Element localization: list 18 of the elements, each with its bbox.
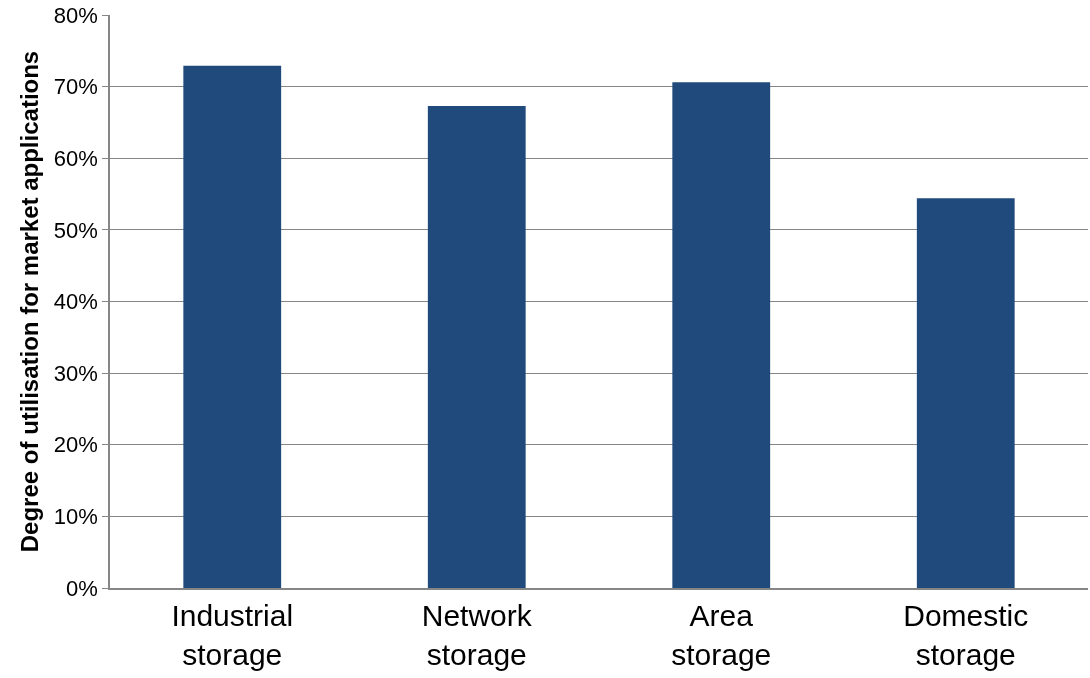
- x-tick-label: Area storage: [671, 598, 772, 671]
- bar: [427, 105, 526, 588]
- bar: [183, 65, 282, 588]
- x-tick-label: Domestic storage: [903, 598, 1029, 671]
- y-tick-label: 20%: [53, 432, 98, 458]
- y-tick-label: 50%: [53, 217, 98, 243]
- y-tick-label: 80%: [53, 2, 98, 28]
- y-tick-label: 10%: [53, 504, 98, 530]
- bar: [672, 82, 771, 588]
- y-tick-label: 40%: [53, 289, 98, 315]
- y-axis-title: Degree of utilisation for market applications: [16, 50, 44, 553]
- bar: [916, 198, 1015, 588]
- y-tick-label: 70%: [53, 74, 98, 100]
- y-tick-label: 0%: [66, 575, 98, 601]
- x-tick-label: Industrial storage: [171, 598, 294, 671]
- y-tick-label: 30%: [53, 360, 98, 386]
- y-tick-label: 60%: [53, 145, 98, 171]
- x-tick-label: Network storage: [421, 598, 533, 671]
